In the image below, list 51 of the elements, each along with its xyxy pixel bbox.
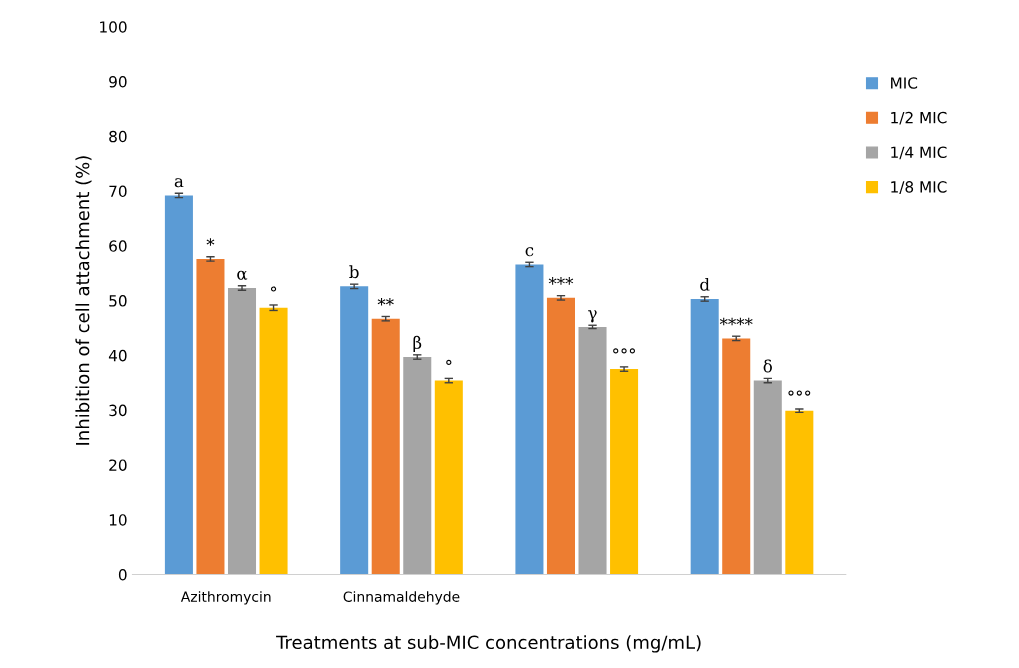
data-label: d xyxy=(700,277,710,291)
bar xyxy=(722,338,751,575)
bar xyxy=(403,357,432,575)
data-label: ° xyxy=(270,286,277,292)
bar xyxy=(515,264,544,575)
data-label: a xyxy=(174,178,184,188)
bar xyxy=(753,380,782,575)
bar xyxy=(164,195,193,575)
y-tick-label: 50 xyxy=(109,295,127,307)
bar xyxy=(259,307,288,575)
data-label: **** xyxy=(719,317,753,326)
data-label: α xyxy=(237,270,248,280)
legend-label: 1/4 MIC xyxy=(891,146,947,160)
data-label: c xyxy=(525,247,534,257)
data-label: δ xyxy=(763,359,772,373)
x-tick-label: Cinnamaldehyde xyxy=(343,591,460,605)
data-label: *** xyxy=(548,277,574,285)
bar xyxy=(690,298,719,575)
y-tick-label: 30 xyxy=(109,404,127,417)
bar xyxy=(546,297,575,575)
data-label: °°° xyxy=(613,348,635,354)
bar xyxy=(610,369,639,575)
y-tick-label: 60 xyxy=(109,240,127,252)
bar xyxy=(785,410,814,575)
x-tick-label: Azithromycin xyxy=(180,591,271,605)
data-label: γ xyxy=(588,310,597,323)
data-label: °°° xyxy=(788,390,811,396)
x-axis-title: Treatments at sub-MIC concentrations (mg/mL) xyxy=(276,635,701,653)
y-axis-title: Inhibition of cell attachment (%) xyxy=(75,156,92,445)
data-label: * xyxy=(206,238,215,246)
legend-label: 1/2 MIC xyxy=(891,111,947,125)
data-label: b xyxy=(349,265,359,279)
y-tick-label: 100 xyxy=(100,21,127,33)
y-tick-label: 70 xyxy=(109,185,127,198)
bar xyxy=(340,286,369,575)
legend-label: MIC xyxy=(891,77,918,89)
y-tick-label: 10 xyxy=(109,514,127,526)
y-tick-label: 40 xyxy=(108,349,127,362)
data-label: β xyxy=(413,335,422,353)
y-tick-label: 80 xyxy=(109,130,127,143)
bar xyxy=(196,258,225,575)
bar xyxy=(578,326,607,575)
data-label: ** xyxy=(377,297,394,306)
bar xyxy=(434,380,463,575)
y-tick-label: 90 xyxy=(109,75,127,88)
legend-label: 1/8 MIC xyxy=(891,181,947,194)
data-label: ° xyxy=(446,359,452,365)
bar xyxy=(227,288,257,575)
bar xyxy=(371,318,400,575)
y-tick-label: 20 xyxy=(109,459,127,471)
y-tick-label: 0 xyxy=(118,568,127,581)
